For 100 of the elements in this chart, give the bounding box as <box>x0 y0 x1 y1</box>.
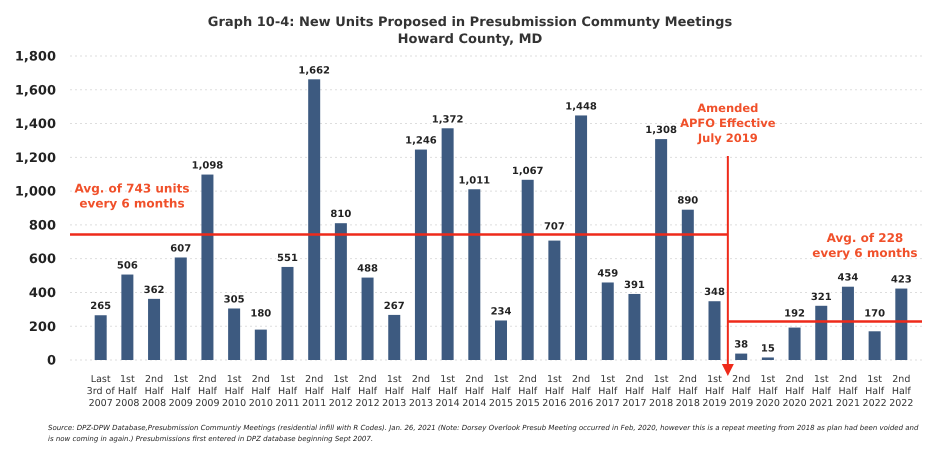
x-tick-label: 2nd Half 2014 <box>462 374 486 409</box>
x-tick-label: 1st Half 2018 <box>649 374 674 409</box>
data-label: 423 <box>890 274 912 286</box>
x-tick-label: 1st Half 2009 <box>168 374 193 409</box>
bar <box>148 298 160 360</box>
x-tick-label: 2nd Half 2009 <box>195 374 220 409</box>
bar <box>548 240 560 360</box>
bar <box>228 308 240 360</box>
x-tick-label: Last 3rd of 2007 <box>86 374 116 409</box>
x-tick-label: 2nd Half 2015 <box>516 374 540 409</box>
data-label: 38 <box>734 340 748 351</box>
x-tick-label: 1st Half 2017 <box>596 374 620 409</box>
x-tick-label: 2nd Half 2017 <box>622 374 647 409</box>
data-label: 170 <box>864 308 886 320</box>
data-label: 551 <box>277 252 298 264</box>
data-label: 1,098 <box>192 160 224 172</box>
x-tick-label: 1st Half 2021 <box>809 374 834 409</box>
bar <box>895 288 908 360</box>
bar <box>414 150 427 360</box>
x-tick-label: 2nd Half 2008 <box>142 374 166 409</box>
x-tick-label: 1st Half 2022 <box>862 374 887 409</box>
ref-line-label: Avg. of 228 every 6 months <box>812 230 918 260</box>
data-label: 180 <box>250 308 272 320</box>
data-label: 192 <box>784 308 806 320</box>
bar <box>201 174 214 360</box>
x-tick-label: 2nd Half 2020 <box>782 374 807 409</box>
x-tick-label: 1st Half 2015 <box>488 374 514 409</box>
x-tick-label: 2nd Half 2010 <box>248 374 273 409</box>
y-tick-label: 1,800 <box>14 50 56 65</box>
x-tick-label: 2nd Half 2013 <box>408 374 434 409</box>
x-tick-label: 2nd Half 2011 <box>302 374 326 409</box>
bar <box>121 274 134 360</box>
bar <box>682 210 694 360</box>
data-label: 890 <box>677 196 698 207</box>
data-label: 267 <box>384 300 405 312</box>
bar <box>815 306 828 360</box>
x-tick-label: 2nd Half 2021 <box>836 374 860 409</box>
y-tick-label: 1,600 <box>14 83 56 98</box>
y-tick-label: 1,200 <box>14 150 56 166</box>
bar <box>494 320 508 360</box>
x-tick-label: 2nd Half 2016 <box>568 374 594 409</box>
bar <box>655 139 668 360</box>
bar <box>334 223 347 360</box>
x-tick-label: 1st Half 2010 <box>222 374 246 409</box>
x-tick-label: 2nd Half 2019 <box>729 374 754 409</box>
bar <box>735 354 748 360</box>
bar <box>522 180 534 360</box>
bar <box>762 357 774 360</box>
data-label: 1,662 <box>298 65 330 76</box>
x-tick-label: 1st Half 2019 <box>702 374 727 409</box>
x-tick-label: 2nd Half 2012 <box>355 374 380 409</box>
data-label: 391 <box>624 280 645 291</box>
data-label: 810 <box>330 209 352 220</box>
data-label: 362 <box>144 284 165 296</box>
y-tick-label: 1,000 <box>14 184 56 200</box>
data-label: 1,011 <box>458 175 490 186</box>
y-tick-label: 400 <box>28 286 56 301</box>
data-label: 305 <box>224 294 245 306</box>
bar <box>388 314 400 360</box>
bar <box>308 79 320 360</box>
ref-line-label: Amended APFO Effective July 2019 <box>680 101 776 145</box>
bar <box>842 286 854 360</box>
x-tick-label: 1st Half 2008 <box>115 374 140 409</box>
data-label: 348 <box>704 287 725 298</box>
x-tick-label: 2nd Half 2022 <box>889 374 914 409</box>
x-tick-label: 1st Half 2020 <box>756 374 780 409</box>
bar <box>708 301 721 360</box>
data-label: 321 <box>810 292 832 303</box>
y-tick-label: 800 <box>28 218 56 234</box>
bar <box>602 282 614 360</box>
data-label: 506 <box>116 260 138 272</box>
y-tick-label: 0 <box>46 354 56 369</box>
bar <box>868 331 881 360</box>
bar <box>788 328 801 360</box>
bar <box>174 257 187 360</box>
data-label: 607 <box>170 243 192 254</box>
data-label: 234 <box>490 306 512 318</box>
bar <box>468 189 480 360</box>
x-tick-label: 1st Half 2014 <box>436 374 460 409</box>
bar <box>442 128 454 360</box>
data-label: 488 <box>357 264 378 275</box>
data-label: 707 <box>544 222 565 233</box>
data-label: 1,308 <box>645 125 677 136</box>
bar <box>628 294 640 360</box>
bar <box>575 115 588 360</box>
y-tick-label: 200 <box>28 320 56 335</box>
bar <box>362 278 374 360</box>
data-label: 1,372 <box>432 114 464 126</box>
bar <box>281 266 294 360</box>
y-tick-label: 1,400 <box>14 117 56 132</box>
data-label: 15 <box>760 343 775 354</box>
data-label: 434 <box>838 272 858 284</box>
data-label: 459 <box>597 268 618 280</box>
chart-title: Graph 10-4: New Units Proposed in Presubmission Communty Meetings Howard County, MD <box>208 15 732 47</box>
ref-line-label: Avg. of 743 units every 6 months <box>74 182 190 211</box>
data-label: 265 <box>90 301 112 312</box>
bar <box>94 315 107 360</box>
data-label: 1,448 <box>565 101 597 112</box>
x-tick-label: 1st Half 2012 <box>328 374 353 409</box>
x-tick-label: 1st Half 2016 <box>542 374 566 409</box>
